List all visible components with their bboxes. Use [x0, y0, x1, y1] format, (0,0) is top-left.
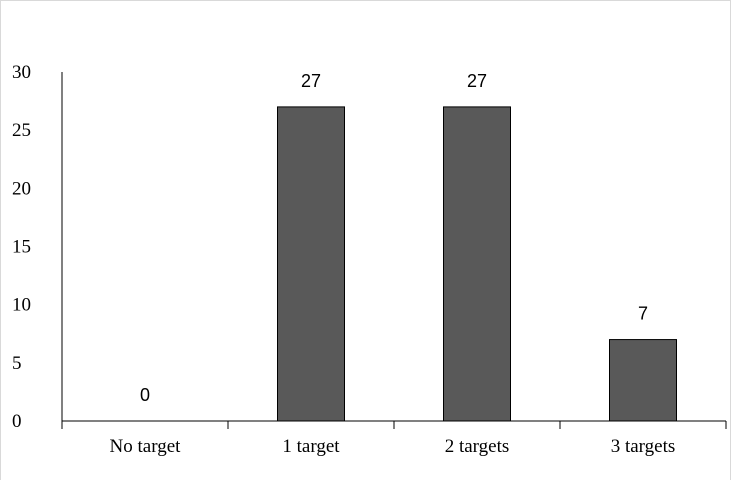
y-tick-label: 5	[12, 353, 22, 374]
bars	[277, 106, 677, 422]
y-tick-label: 15	[12, 237, 31, 258]
data-label: 27	[467, 71, 487, 91]
data-label: 27	[301, 71, 321, 91]
x-tick-label: 3 targets	[611, 436, 676, 457]
y-tick-label: 10	[12, 295, 31, 316]
x-tick-label: 1 target	[282, 436, 340, 457]
data-label: 7	[638, 304, 648, 324]
data-labels: 0 27 27 7	[140, 71, 648, 405]
bar	[609, 339, 677, 422]
x-tick-label: 2 targets	[445, 436, 510, 457]
bar	[277, 106, 345, 422]
data-label: 0	[140, 385, 150, 405]
x-tick-label: No target	[110, 436, 182, 457]
y-tick-label: 25	[12, 120, 31, 141]
y-axis: 0 5 10 15 20 25 30	[12, 62, 63, 432]
bar	[443, 106, 511, 422]
y-tick-label: 0	[12, 411, 22, 432]
y-tick-label: 30	[12, 62, 31, 83]
y-tick-label: 20	[12, 178, 31, 199]
x-axis: No target 1 target 2 targets 3 targets	[61, 420, 727, 457]
